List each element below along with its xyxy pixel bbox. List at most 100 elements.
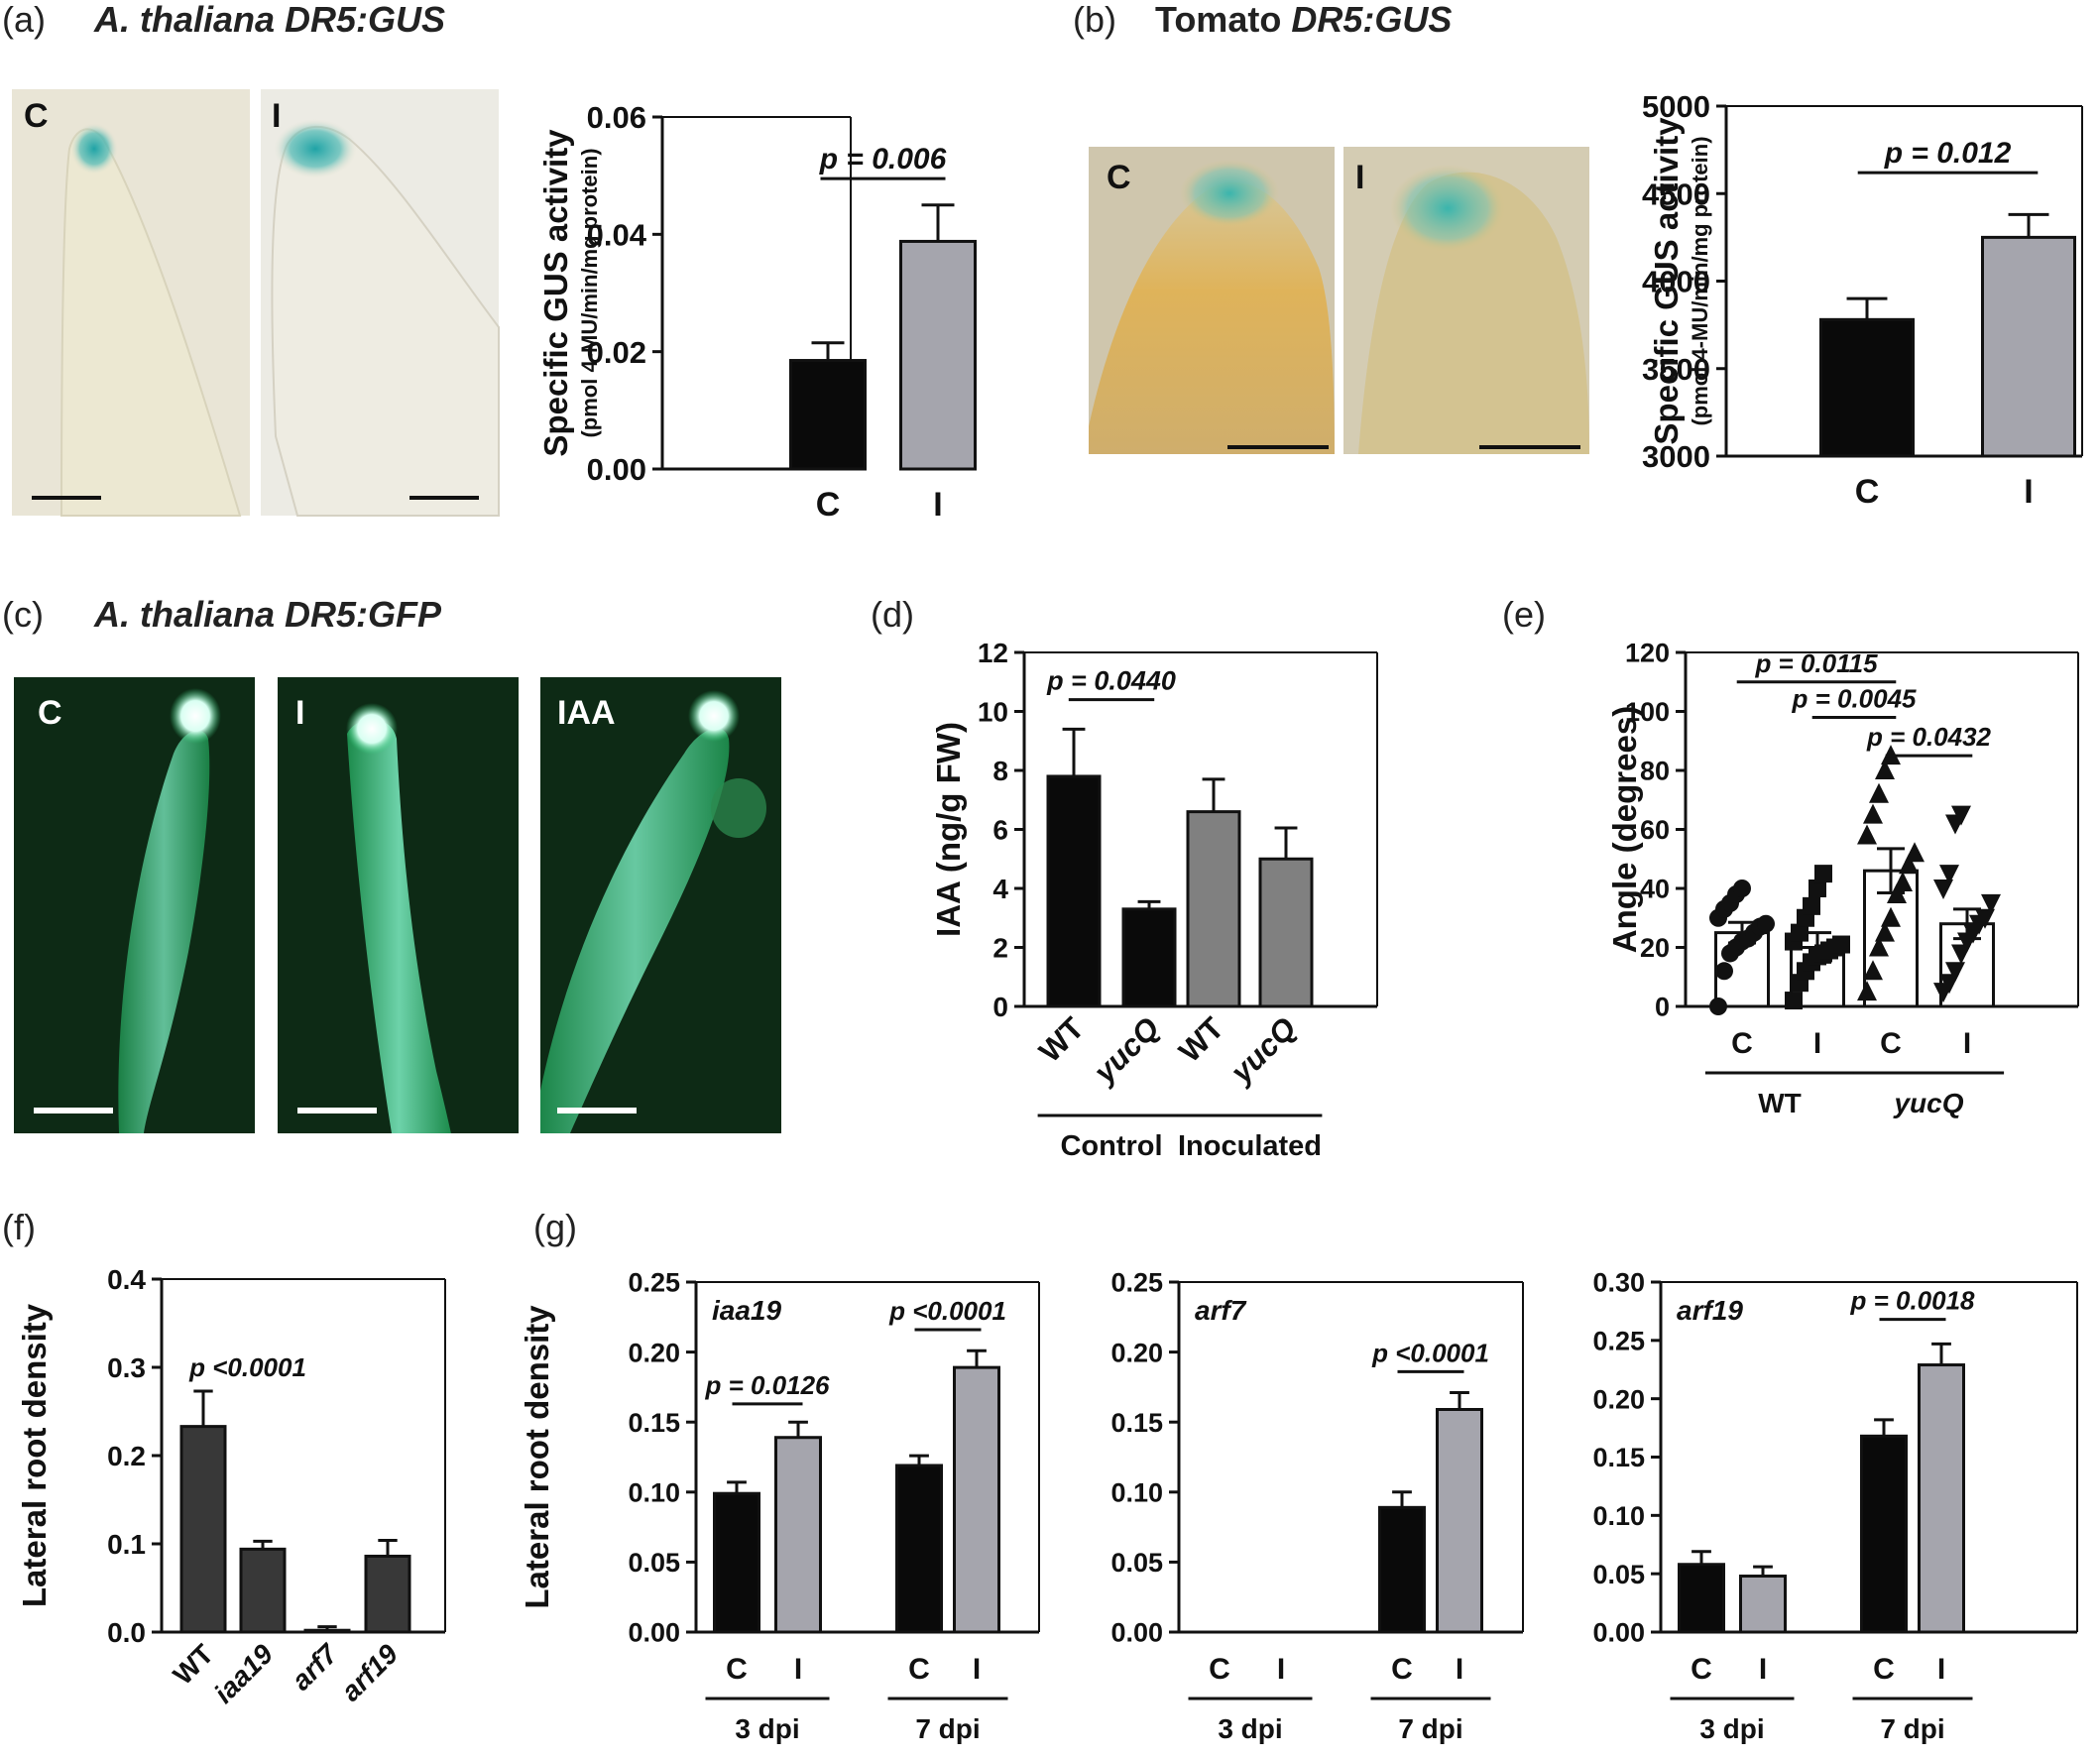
y-tick-label: 0.25	[628, 1268, 680, 1298]
data-point	[1945, 962, 1965, 983]
data-point	[1939, 865, 1959, 885]
chart-g1: 0.00 0.05 0.10 0.15 0.20 0.25 Lateral root den…	[519, 1268, 1040, 1744]
y-axis-label: IAA (ng/g FW)	[930, 722, 967, 937]
y-tick-label: 80	[1640, 757, 1670, 786]
x-tick-label: C	[1873, 1653, 1895, 1686]
data-point	[1981, 893, 2001, 914]
x-tick-label: yucQ	[1086, 1010, 1166, 1091]
x-tick-label: I	[2024, 473, 2033, 511]
y-tick-label: 0.30	[1592, 1268, 1645, 1298]
data-point	[1814, 865, 1832, 883]
data-point	[1857, 824, 1877, 845]
data-point	[1975, 908, 1995, 929]
bar	[364, 1554, 411, 1634]
x-tick-label: I	[933, 486, 942, 524]
bar	[713, 1491, 760, 1634]
y-tick-label: 10	[978, 697, 1008, 728]
x-tick-label: C	[1731, 1027, 1753, 1060]
bar	[239, 1547, 287, 1634]
data-point	[1803, 896, 1820, 915]
y-tick-label: 60	[1640, 815, 1670, 845]
y-tick-label: 120	[1625, 639, 1670, 668]
y-tick-label: 0.25	[1592, 1327, 1645, 1356]
bar	[899, 239, 977, 471]
y-tick-label: 0.15	[628, 1408, 680, 1438]
data-point	[1893, 872, 1913, 892]
x-tick-label: I	[973, 1653, 981, 1686]
group-label: 7 dpi	[915, 1713, 980, 1744]
x-tick-label: iaa19	[208, 1638, 280, 1709]
group-label: WT	[1758, 1088, 1802, 1118]
y-axis-label: Specific GUS activity	[1648, 117, 1685, 445]
chart-e: 0 20 40 60 80 100 120 Angle (degrees) C I C I WT yucQ…	[1606, 639, 2079, 1118]
y-tick-label: 0.00	[1592, 1618, 1645, 1648]
data-point	[1733, 880, 1751, 897]
bar	[1678, 1563, 1725, 1634]
p-value-label: p = 0.0440	[1046, 666, 1176, 696]
y-tick-label: 0.15	[1110, 1408, 1163, 1438]
panel-a-image-i: I	[261, 89, 500, 517]
x-tick-label: I	[1456, 1653, 1463, 1686]
x-tick-label: C	[726, 1653, 748, 1686]
x-tick-label: C	[1880, 1027, 1902, 1060]
bar	[953, 1365, 1000, 1634]
panel-e-label: (e)	[1502, 594, 1546, 635]
y-tick-label: 100	[1625, 697, 1670, 727]
x-tick-label: I	[1937, 1653, 1945, 1686]
group-label: yucQ	[1892, 1088, 1963, 1118]
y-axis-sublabel: (pmol 4-MU/min/mg protein)	[1688, 136, 1712, 425]
y-tick-label: 0.20	[1110, 1338, 1163, 1367]
y-tick-label: 6	[992, 815, 1008, 846]
data-point	[1709, 997, 1727, 1015]
y-axis-label: Lateral root density	[16, 1303, 53, 1607]
p-value-label: p = 0.0126	[704, 1370, 830, 1400]
x-tick-label: WT	[1032, 1010, 1091, 1069]
y-axis-label: Lateral root density	[519, 1305, 555, 1609]
x-tick-label: yucQ	[1223, 1010, 1303, 1091]
x-tick-label: arf19	[335, 1638, 405, 1707]
y-tick-label: 0.0	[107, 1617, 146, 1648]
y-tick-label: 3000	[1642, 439, 1710, 474]
image-label: IAA	[557, 694, 616, 732]
y-axis-sublabel: (pmol 4-MU/min/mg protein)	[577, 148, 602, 437]
y-tick-label: 0.20	[1592, 1384, 1645, 1414]
data-point	[1791, 923, 1808, 942]
bar	[1981, 235, 2076, 458]
y-tick-label: 0.05	[1110, 1548, 1163, 1578]
y-tick-label: 0.15	[1592, 1443, 1645, 1472]
x-tick-label: I	[1277, 1653, 1285, 1686]
panel-g-label: (g)	[533, 1207, 577, 1247]
bar	[1918, 1363, 1965, 1634]
y-tick-label: 12	[978, 638, 1008, 668]
p-value-label: p = 0.0045	[1791, 683, 1917, 713]
data-point	[1857, 981, 1877, 1001]
x-tick-label: I	[1813, 1027, 1821, 1060]
data-point	[1951, 805, 1971, 826]
group-label: 3 dpi	[1699, 1713, 1764, 1744]
chart-a: 0.00 0.02 0.04 0.06 Specific GUS activity (pm…	[537, 100, 977, 524]
y-tick-label: 0.05	[1592, 1560, 1645, 1589]
data-point	[1785, 992, 1803, 1010]
data-point	[1757, 914, 1775, 933]
y-tick-label: 3500	[1642, 352, 1710, 387]
subtitle: arf19	[1677, 1295, 1743, 1326]
bar	[1186, 810, 1241, 1008]
y-tick-label: 0	[1655, 993, 1670, 1022]
x-tick-label: I	[794, 1653, 802, 1686]
y-tick-label: 0.10	[1592, 1501, 1645, 1531]
y-tick-label: 0.2	[107, 1441, 146, 1471]
data-point	[1832, 935, 1850, 954]
x-tick-label: C	[1855, 473, 1880, 511]
bar	[774, 1436, 822, 1634]
bar	[1121, 907, 1177, 1008]
image-label: C	[1107, 159, 1131, 196]
p-value-label: p = 0.0018	[1849, 1286, 1975, 1316]
y-tick-label: 4500	[1642, 176, 1710, 211]
panel-a-header: (a) A. thaliana DR5:GUS	[2, 0, 445, 40]
bar	[789, 359, 867, 471]
y-tick-label: 4000	[1642, 265, 1710, 299]
